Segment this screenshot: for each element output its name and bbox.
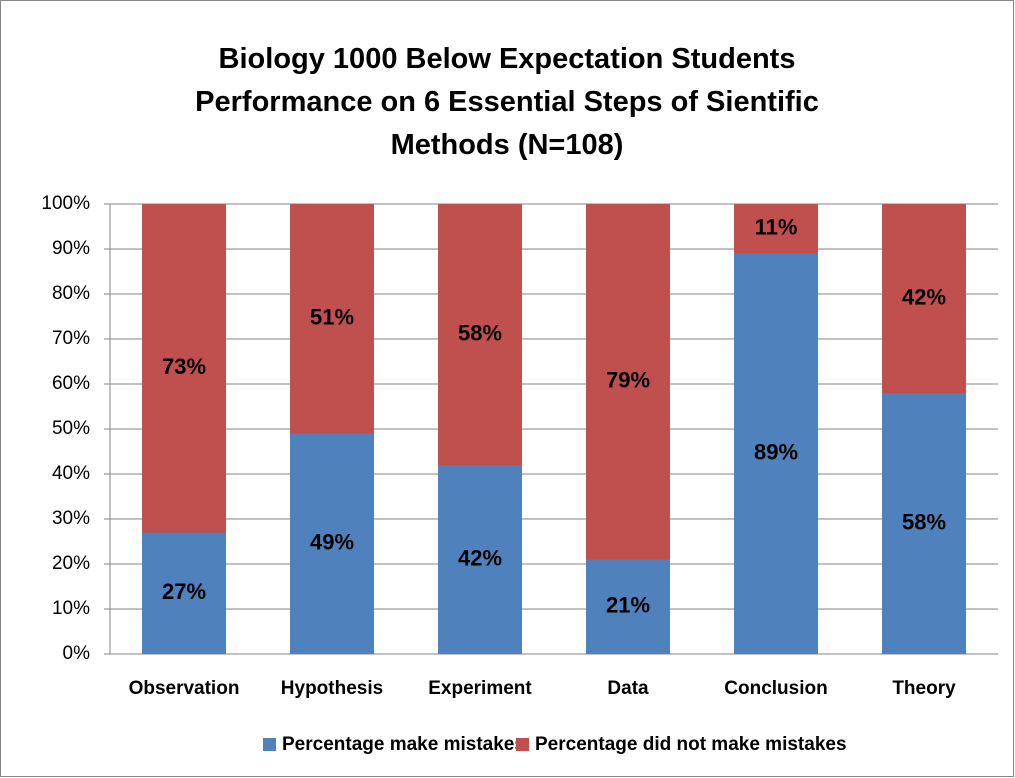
bar-segment [142,532,226,654]
legend-label: Percentage make mistakes [282,734,525,755]
y-tick-label: 60% [52,373,90,394]
bar-segment [438,465,522,654]
bar-segment [734,253,818,654]
data-label: 79% [606,368,650,393]
data-label: 58% [902,509,946,534]
bar-segment [882,393,966,654]
x-tick-label: Experiment [428,678,532,699]
y-tick-label: 20% [52,553,90,574]
bar-segment [734,204,818,254]
data-label: 42% [458,545,502,570]
x-tick-label: Conclusion [724,678,827,699]
x-tick-label: Hypothesis [281,678,383,699]
y-tick-label: 70% [52,328,90,349]
y-tick-label: 50% [52,418,90,439]
data-label: 49% [310,530,354,555]
bar-segment [438,204,522,465]
bar-segment [290,204,374,434]
data-label: 89% [754,440,798,465]
data-label: 11% [755,215,798,240]
legend-swatch [516,738,529,751]
x-tick-label: Data [607,678,649,699]
y-tick-label: 90% [52,238,90,259]
x-tick-label: Theory [892,678,956,699]
data-label: 58% [458,320,502,345]
y-tick-label: 0% [63,643,91,664]
y-tick-label: 30% [52,508,90,529]
bar-segment [586,559,670,654]
y-tick-label: 40% [52,463,90,484]
bar-segment [586,204,670,560]
y-tick-label: 10% [52,598,90,619]
data-label: 73% [162,354,206,379]
data-label: 42% [902,284,946,309]
y-tick-label: 80% [52,283,90,304]
bar-segment [142,204,226,533]
data-label: 21% [606,593,650,618]
y-tick-label: 100% [41,193,90,214]
x-tick-label: Observation [129,678,240,699]
chart-title: Biology 1000 Below Expectation Students … [195,43,819,161]
legend-swatch [263,738,276,751]
data-label: 27% [162,579,206,604]
data-label: 51% [310,305,354,330]
bar-segment [290,433,374,654]
legend-label: Percentage did not make mistakes [535,734,847,755]
bar-segment [882,204,966,393]
